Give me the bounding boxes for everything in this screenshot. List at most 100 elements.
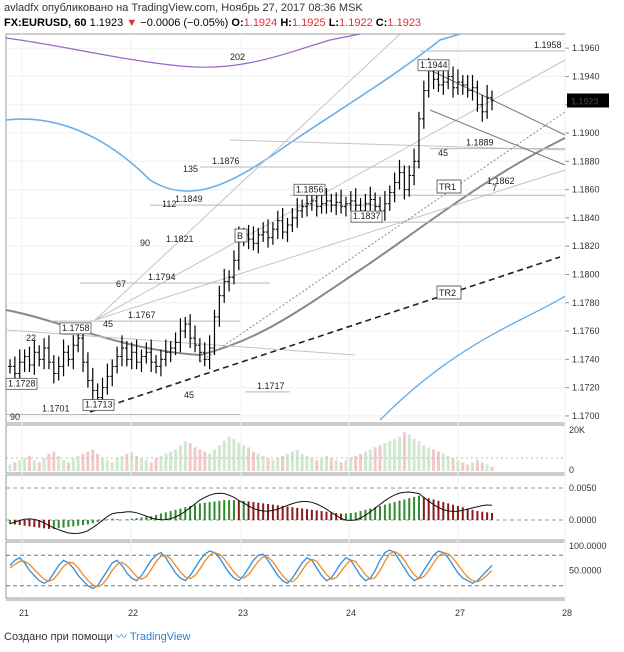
level-label: 1.1862 <box>487 176 515 186</box>
volume-bar <box>193 447 197 471</box>
volume-bar <box>295 449 299 471</box>
stoch-d-line <box>9 550 493 588</box>
author-name[interactable]: avladfx <box>4 2 39 14</box>
volume-bar <box>417 440 421 471</box>
macd-tick-label: 0.0000 <box>569 515 597 525</box>
fan-angle-label: 112 <box>162 199 176 209</box>
volume-bar <box>310 458 314 471</box>
level-label-box <box>59 322 92 335</box>
volume-bar <box>378 445 382 471</box>
volume-bar <box>13 462 17 471</box>
open-label: O: <box>231 17 244 29</box>
tag-box-b <box>234 228 248 243</box>
volume-bar <box>62 460 66 471</box>
volume-bar <box>91 449 95 471</box>
fan-angle-label: 135 <box>183 164 198 174</box>
volume-bar <box>339 462 343 471</box>
volume-bar <box>237 443 241 471</box>
stoch-tick-label: 50.0000 <box>569 566 602 576</box>
volume-bar <box>57 455 61 471</box>
price-tick-label: 1.1720 <box>572 383 600 393</box>
price-tick-label: 1.1780 <box>572 298 600 308</box>
level-label: 1.1856 <box>296 184 324 194</box>
volume-bar <box>441 453 445 471</box>
volume-bar <box>388 440 392 471</box>
footer-text: Создано при помощи <box>4 631 113 643</box>
last-price: 1.1923 <box>89 17 124 29</box>
volume-bar <box>18 460 22 471</box>
volume-bar <box>227 436 231 471</box>
volume-bar <box>169 451 173 471</box>
low-value: 1.1922 <box>339 17 373 29</box>
volume-bar <box>32 460 36 471</box>
ma-grey-line <box>5 137 566 357</box>
level-label: 1.1876 <box>212 156 240 166</box>
volume-bar <box>271 460 275 471</box>
volume-bar <box>286 453 290 471</box>
level-label: 1.1889 <box>466 138 494 148</box>
time-tick-label: 23 <box>238 608 248 618</box>
volume-bar <box>300 453 304 471</box>
tradingview-logo-icon[interactable]: 〰 <box>115 631 127 643</box>
volume-bar <box>183 440 187 471</box>
volume-bar <box>232 438 236 471</box>
volume-bar <box>110 462 114 471</box>
open-value: 1.1924 <box>243 17 278 29</box>
volume-bar <box>164 453 168 471</box>
volume-bar <box>115 458 119 471</box>
level-label: 1.1837 <box>353 211 381 221</box>
time-tick-label: 28 <box>562 608 572 618</box>
volume-bar <box>208 453 212 471</box>
volume-bar <box>217 445 221 471</box>
fan-angle-label: 90 <box>10 412 20 422</box>
ma-blue-upper-line <box>5 33 461 192</box>
volume-bar <box>412 438 416 471</box>
volume-bar <box>281 455 285 471</box>
price-tick-label: 1.1900 <box>572 128 600 138</box>
price-tick-label: 1.1880 <box>572 156 600 166</box>
level-label: 1.1794 <box>148 272 176 282</box>
tag-label-b: B <box>237 231 243 241</box>
volume-bar <box>368 449 372 471</box>
fan-angle-label: 45 <box>184 390 194 400</box>
fan-angle-label: 22 <box>26 333 36 343</box>
volume-bar <box>266 458 270 471</box>
fan-angle-label: 90 <box>140 238 150 248</box>
tag-box-tr1 <box>436 179 462 194</box>
volume-bar <box>178 445 182 471</box>
volume-bar <box>383 443 387 471</box>
stoch-k-line <box>9 549 493 590</box>
volume-bar <box>144 460 148 471</box>
volume-bar <box>451 458 455 471</box>
level-label: 1.1958 <box>534 40 562 50</box>
fan-angle-label: 67 <box>116 279 126 289</box>
level-label: 1.1758 <box>62 323 90 333</box>
volume-axis-zero: 0 <box>569 465 574 475</box>
volume-bar <box>276 458 280 471</box>
last-price-badge <box>567 93 609 108</box>
level-label: 1.1767 <box>128 310 156 320</box>
volume-bar <box>66 462 70 471</box>
volume-bar <box>456 460 460 471</box>
volume-bar <box>23 458 27 471</box>
volume-bar <box>198 449 202 471</box>
high-label: H: <box>280 17 292 29</box>
price-tick-label: 1.1840 <box>572 213 600 223</box>
volume-bar <box>251 451 255 471</box>
level-label-box <box>5 377 38 390</box>
time-tick-label: 22 <box>128 608 138 618</box>
level-label-box <box>293 183 326 196</box>
tag-box-tr2 <box>436 285 462 300</box>
ma-blue-lower-line <box>379 295 566 421</box>
trading-chart[interactable]: 1.1700 1.1720 1.1740 1.1760 1.1780 1.1800 1.18… <box>0 0 624 622</box>
volume-bar <box>315 460 319 471</box>
volume-bar <box>37 462 41 471</box>
volume-bar <box>407 434 411 471</box>
time-tick-label: 24 <box>346 608 356 618</box>
volume-bar <box>139 458 143 471</box>
macd-tick-label: 0.0050 <box>569 483 597 493</box>
price-tick-label: 1.1740 <box>572 354 600 364</box>
volume-bar <box>203 451 207 471</box>
publish-text: опубликовано на TradingView.com, Ноябрь … <box>41 2 363 14</box>
tradingview-link[interactable]: TradingView <box>129 631 191 643</box>
